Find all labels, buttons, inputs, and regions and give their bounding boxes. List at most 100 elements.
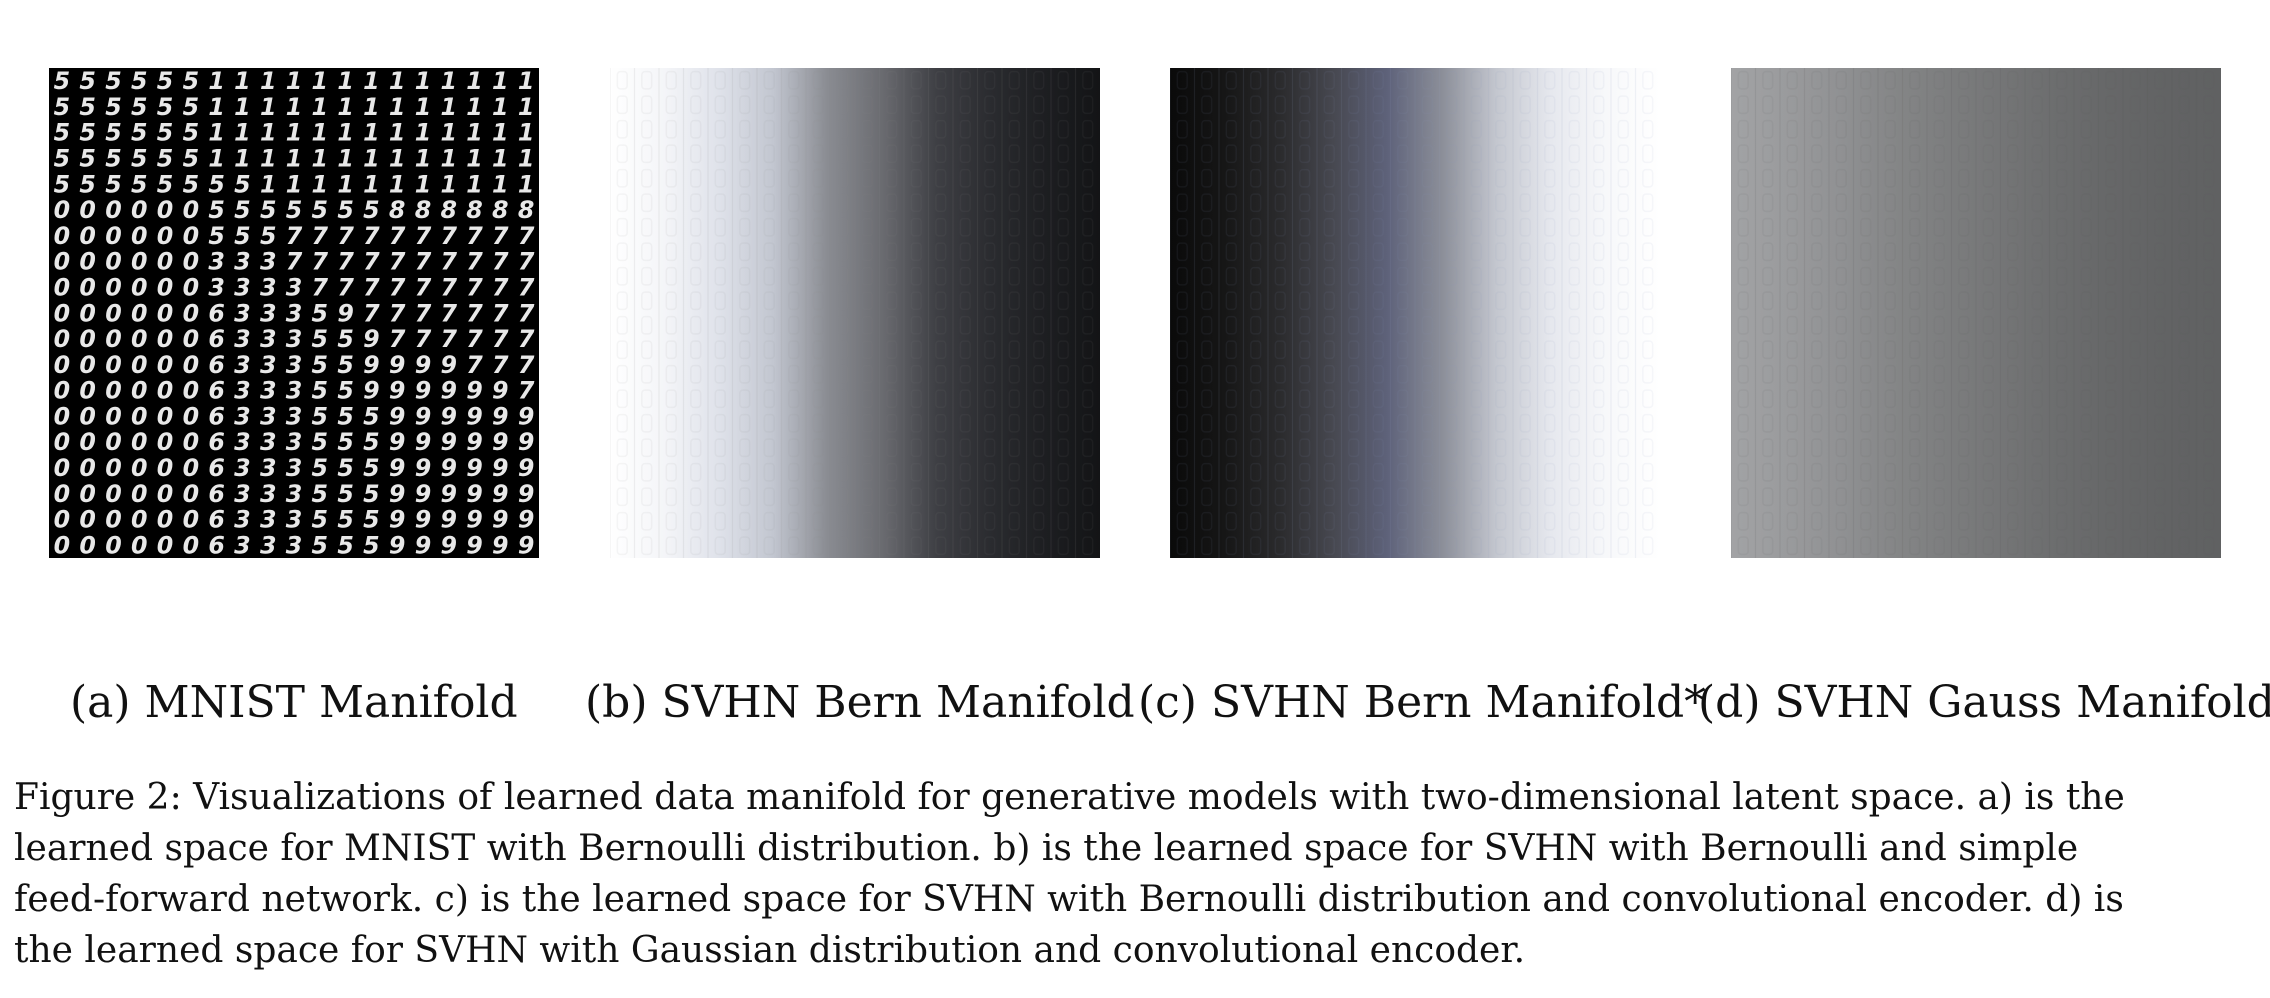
svg-text:0: 0 <box>79 428 96 456</box>
figure-caption-line: the learned space for SVHN with Gaussian… <box>14 930 1526 971</box>
svg-text:3: 3 <box>286 480 303 508</box>
svg-text:6: 6 <box>208 402 225 430</box>
svg-text:0: 0 <box>183 428 200 456</box>
svg-text:1: 1 <box>389 145 406 173</box>
svg-text:5: 5 <box>312 480 329 508</box>
svg-text:9: 9 <box>518 506 535 534</box>
svg-text:1: 1 <box>440 145 457 173</box>
svg-text:5: 5 <box>183 68 200 95</box>
svg-text:5: 5 <box>131 119 148 147</box>
svg-text:0: 0 <box>157 531 174 558</box>
svg-text:1: 1 <box>312 170 329 198</box>
svg-text:1: 1 <box>440 119 457 147</box>
svg-text:0: 0 <box>105 273 122 301</box>
svg-text:0: 0 <box>54 325 71 353</box>
svg-text:7: 7 <box>518 299 535 327</box>
svg-text:0: 0 <box>157 480 174 508</box>
svg-text:0: 0 <box>79 351 96 379</box>
svg-text:3: 3 <box>208 273 225 301</box>
svg-text:5: 5 <box>337 196 354 224</box>
svg-text:3: 3 <box>260 506 277 534</box>
svg-text:9: 9 <box>415 377 432 405</box>
svg-text:5: 5 <box>234 170 251 198</box>
svg-text:1: 1 <box>208 145 225 173</box>
svg-text:3: 3 <box>260 480 277 508</box>
svg-text:7: 7 <box>440 248 457 276</box>
svg-text:5: 5 <box>208 222 225 250</box>
svg-text:0: 0 <box>131 299 148 327</box>
svg-text:6: 6 <box>208 377 225 405</box>
svg-text:7: 7 <box>492 248 509 276</box>
svg-text:1: 1 <box>440 170 457 198</box>
svg-text:1: 1 <box>312 145 329 173</box>
svg-text:0: 0 <box>54 454 71 482</box>
svg-text:0: 0 <box>131 273 148 301</box>
svg-text:0: 0 <box>157 377 174 405</box>
svg-text:0: 0 <box>105 196 122 224</box>
svg-text:1: 1 <box>415 119 432 147</box>
svg-text:1: 1 <box>363 93 380 121</box>
svg-text:0: 0 <box>54 531 71 558</box>
svg-text:0: 0 <box>54 480 71 508</box>
svg-text:5: 5 <box>183 93 200 121</box>
svg-text:9: 9 <box>492 480 509 508</box>
svg-text:3: 3 <box>286 377 303 405</box>
svg-text:0: 0 <box>183 325 200 353</box>
svg-text:7: 7 <box>492 222 509 250</box>
svg-text:0: 0 <box>183 454 200 482</box>
svg-text:9: 9 <box>440 506 457 534</box>
svg-text:0: 0 <box>183 351 200 379</box>
svg-text:0: 0 <box>131 377 148 405</box>
svg-text:7: 7 <box>466 222 483 250</box>
svg-text:5: 5 <box>363 402 380 430</box>
svg-text:5: 5 <box>312 506 329 534</box>
svg-text:9: 9 <box>389 506 406 534</box>
svg-text:3: 3 <box>286 273 303 301</box>
svg-text:0: 0 <box>79 377 96 405</box>
svg-text:0: 0 <box>79 196 96 224</box>
svg-text:5: 5 <box>363 454 380 482</box>
svg-text:9: 9 <box>440 480 457 508</box>
svg-text:0: 0 <box>54 222 71 250</box>
svg-text:0: 0 <box>157 351 174 379</box>
svg-text:0: 0 <box>54 351 71 379</box>
svg-text:3: 3 <box>234 299 251 327</box>
svg-text:5: 5 <box>79 68 96 95</box>
svg-text:0: 0 <box>157 248 174 276</box>
svg-text:9: 9 <box>492 506 509 534</box>
svg-text:0: 0 <box>54 273 71 301</box>
svg-text:7: 7 <box>389 222 406 250</box>
svg-text:1: 1 <box>466 93 483 121</box>
svg-text:1: 1 <box>208 93 225 121</box>
svg-text:3: 3 <box>286 506 303 534</box>
svg-text:1: 1 <box>466 68 483 95</box>
svg-text:1: 1 <box>363 68 380 95</box>
svg-text:0: 0 <box>79 454 96 482</box>
svg-text:7: 7 <box>363 248 380 276</box>
svg-text:0: 0 <box>79 273 96 301</box>
svg-text:1: 1 <box>337 119 354 147</box>
svg-text:8: 8 <box>415 196 432 224</box>
svg-text:6: 6 <box>208 325 225 353</box>
svg-text:9: 9 <box>466 428 483 456</box>
svg-text:5: 5 <box>79 93 96 121</box>
svg-text:3: 3 <box>234 454 251 482</box>
svg-text:7: 7 <box>440 325 457 353</box>
svg-text:0: 0 <box>157 506 174 534</box>
svg-text:7: 7 <box>363 273 380 301</box>
svg-text:1: 1 <box>363 170 380 198</box>
svg-text:7: 7 <box>518 351 535 379</box>
svg-text:5: 5 <box>105 145 122 173</box>
svg-text:1: 1 <box>286 145 303 173</box>
svg-text:9: 9 <box>440 351 457 379</box>
svg-text:1: 1 <box>208 68 225 95</box>
svg-text:5: 5 <box>79 119 96 147</box>
svg-text:0: 0 <box>131 222 148 250</box>
svg-text:9: 9 <box>415 531 432 558</box>
svg-text:1: 1 <box>337 68 354 95</box>
svg-text:1: 1 <box>234 119 251 147</box>
figure-caption-line: learned space for MNIST with Bernoulli d… <box>14 828 2079 869</box>
svg-text:7: 7 <box>466 325 483 353</box>
subfigure-caption-c: (c) SVHN Bern Manifold* <box>1138 677 1707 728</box>
svg-text:7: 7 <box>337 273 354 301</box>
